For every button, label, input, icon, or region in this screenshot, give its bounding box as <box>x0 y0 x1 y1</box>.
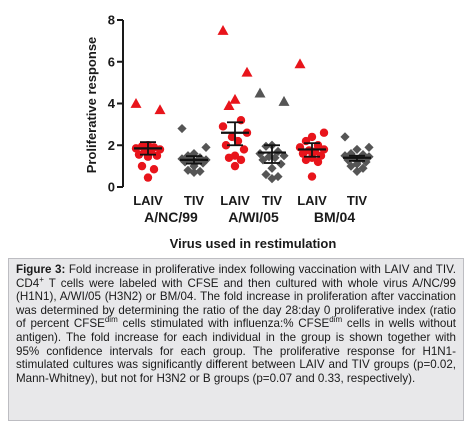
y-tick-label: 4 <box>108 96 116 111</box>
tiv-point <box>189 167 199 177</box>
tiv-point <box>352 166 362 176</box>
figure-caption: Figure 3: Fold increase in proliferative… <box>8 258 464 421</box>
laiv-outlier-marker <box>130 98 142 108</box>
laiv-point <box>218 122 228 131</box>
tiv-point <box>364 142 374 152</box>
y-tick-label: 0 <box>108 180 115 195</box>
y-axis: 0 2 4 6 8 <box>108 13 124 195</box>
x-group-label: A/WI/05 <box>228 209 279 225</box>
x-tick-label-tiv: TIV <box>262 193 283 208</box>
laiv-outlier-marker <box>217 24 229 35</box>
tiv-point <box>340 132 350 142</box>
mean-ci-bars <box>134 121 371 165</box>
tiv-outlier-marker <box>254 87 266 98</box>
laiv-point <box>319 128 329 137</box>
x-tick-label-tiv: TIV <box>184 193 205 208</box>
caption-text-part2: T cells were labeled with CFSE and then … <box>16 276 456 331</box>
laiv-point <box>313 157 323 167</box>
x-group-label: BM/04 <box>314 209 355 225</box>
caption-text-part4: cells in wells without antigen). The fol… <box>16 317 457 385</box>
tiv-outlier-marker <box>278 95 290 106</box>
x-axis-title: Virus used in restimulation <box>170 236 337 251</box>
laiv-outlier-marker <box>241 66 253 77</box>
laiv-point <box>221 141 231 150</box>
laiv-point <box>316 151 326 160</box>
data-points <box>130 24 374 184</box>
tiv-point <box>267 174 277 184</box>
tiv-point <box>361 157 371 167</box>
tiv-point <box>352 144 362 155</box>
tiv-point <box>177 123 187 134</box>
caption-text-part3: cells stimulated with influenza:% CFSE <box>117 317 330 331</box>
tiv-point <box>276 159 286 169</box>
laiv-outlier-marker <box>154 104 166 115</box>
laiv-point <box>152 151 162 160</box>
laiv-point <box>307 132 317 142</box>
tiv-point <box>261 141 271 151</box>
tiv-point <box>195 166 205 176</box>
y-tick-label: 8 <box>108 13 115 28</box>
laiv-point <box>230 161 240 171</box>
y-tick-label: 6 <box>108 54 115 69</box>
laiv-point <box>301 155 311 165</box>
laiv-point <box>134 150 144 159</box>
laiv-outlier-marker <box>223 100 235 110</box>
tiv-point <box>201 142 211 152</box>
laiv-outlier-marker <box>229 93 241 104</box>
laiv-point <box>137 161 147 171</box>
x-tick-label-laiv: LAIV <box>220 193 250 208</box>
y-axis-title: Proliferative response <box>84 37 99 174</box>
caption-sup-plus: + <box>39 274 44 284</box>
caption-figure-label: Figure 3: <box>16 263 66 276</box>
tiv-point <box>261 169 271 180</box>
laiv-point <box>149 165 159 174</box>
x-tick-label-tiv: TIV <box>347 193 368 208</box>
x-tick-label-laiv: LAIV <box>133 193 163 208</box>
laiv-point <box>143 173 153 182</box>
caption-sup-dim-2: dim <box>329 315 343 325</box>
y-tick-label: 2 <box>108 138 115 153</box>
laiv-point <box>239 145 249 154</box>
laiv-point <box>307 172 317 181</box>
caption-sup-dim-1: dim <box>104 315 118 325</box>
laiv-point <box>236 155 246 165</box>
laiv-point <box>298 149 308 158</box>
laiv-outlier-marker <box>294 58 306 69</box>
caption-text-part1: Fold increase in proliferative index fol… <box>16 263 456 290</box>
laiv-point <box>224 153 234 162</box>
tiv-point <box>267 163 277 173</box>
x-tick-label-laiv: LAIV <box>297 193 327 208</box>
x-group-label: A/NC/99 <box>144 209 198 225</box>
tiv-point <box>346 161 356 171</box>
